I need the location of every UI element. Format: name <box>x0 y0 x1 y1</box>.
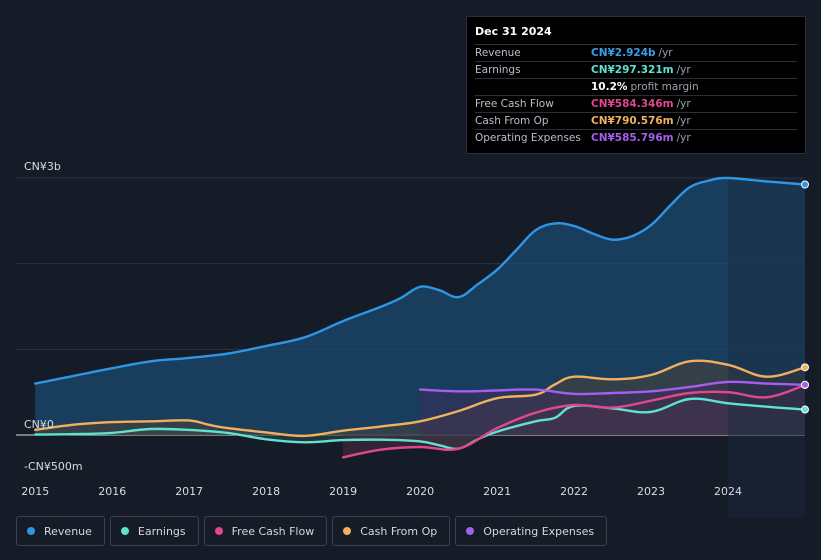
legend: Revenue Earnings Free Cash Flow Cash From O… <box>16 516 608 546</box>
y-tick-labels: CN¥3b CN¥0 -CN¥500m <box>24 160 83 473</box>
legend-item-free-cash-flow[interactable]: Free Cash Flow <box>203 516 328 546</box>
tooltip-label: Revenue <box>475 47 521 59</box>
tooltip-row-profit-margin: 10.2% profit margin <box>475 79 797 96</box>
legend-label: Earnings <box>137 524 186 538</box>
series-line-operating-expenses <box>418 380 807 396</box>
legend-dot-icon <box>120 527 129 535</box>
x-tick-label: 2023 <box>637 485 665 498</box>
fill-layer <box>35 177 805 458</box>
tooltip-unit: /yr <box>676 98 691 110</box>
tooltip-unit: /yr <box>676 64 691 76</box>
y-tick-label: CN¥3b <box>24 160 61 173</box>
tooltip-value: CN¥585.796m <box>591 132 674 144</box>
x-tick-label: 2016 <box>98 485 126 498</box>
tooltip-row-earnings: Earnings CN¥297.321m/yr <box>475 62 797 79</box>
y-tick-label: -CN¥500m <box>24 460 83 473</box>
tooltip-value: 10.2% <box>591 81 628 93</box>
y-tick-label: CN¥0 <box>24 418 54 431</box>
series-line-free-cash-flow <box>341 383 807 459</box>
series-end-point-revenue <box>801 180 809 189</box>
tooltip-unit: /yr <box>676 115 691 127</box>
series-line-cash-from-op <box>34 359 807 438</box>
x-tick-label: 2018 <box>252 485 280 498</box>
x-tick-label: 2021 <box>483 485 511 498</box>
tooltip-unit: /yr <box>676 132 691 144</box>
tooltip-row-revenue: Revenue CN¥2.924b/yr <box>475 45 797 62</box>
legend-label: Revenue <box>44 524 92 538</box>
legend-item-cash-from-op[interactable]: Cash From Op <box>332 516 451 546</box>
legend-dot-icon <box>214 527 223 535</box>
tooltip-label: Operating Expenses <box>475 132 581 144</box>
tooltip-label <box>475 79 591 95</box>
tooltip-row-cash-from-op: Cash From Op CN¥790.576m/yr <box>475 113 797 130</box>
tooltip-label: Free Cash Flow <box>475 98 554 110</box>
tooltip-label: Cash From Op <box>475 115 549 127</box>
legend-item-revenue[interactable]: Revenue <box>16 516 105 546</box>
legend-dot-icon <box>466 527 475 535</box>
legend-dot-icon <box>343 527 352 535</box>
legend-label: Operating Expenses <box>483 524 595 538</box>
tooltip-unit: /yr <box>658 47 673 59</box>
tooltip-row-operating-expenses: Operating Expenses CN¥585.796m/yr <box>475 130 797 147</box>
tooltip-rows: Revenue CN¥2.924b/yr Earnings CN¥297.321m/y… <box>475 45 797 147</box>
x-tick-label: 2020 <box>406 485 434 498</box>
line-layer <box>34 176 807 459</box>
x-tick-label: 2015 <box>21 485 49 498</box>
series-end-point-cash-from-op <box>801 363 809 372</box>
end-dot-layer <box>801 180 809 414</box>
tooltip-value: CN¥790.576m <box>591 115 674 127</box>
tooltip-unit: profit margin <box>630 81 699 93</box>
tooltip-panel: Dec 31 2024 Revenue CN¥2.924b/yr Earnings C… <box>466 16 806 154</box>
legend-item-operating-expenses[interactable]: Operating Expenses <box>455 516 608 546</box>
series-line-earnings <box>34 397 807 451</box>
x-tick-labels: 2015 2016 2017 2018 2019 2020 2021 2022 2023 2024 <box>21 485 742 498</box>
legend-label: Cash From Op <box>360 524 438 538</box>
legend-item-earnings[interactable]: Earnings <box>109 516 199 546</box>
x-tick-label: 2017 <box>175 485 203 498</box>
series-end-point-operating-expenses <box>801 380 809 389</box>
legend-dot-icon <box>27 527 35 535</box>
tooltip-row-free-cash-flow: Free Cash Flow CN¥584.346m/yr <box>475 96 797 113</box>
x-tick-label: 2022 <box>560 485 588 498</box>
series-area-revenue <box>35 177 805 435</box>
tooltip-date: Dec 31 2024 <box>475 25 797 45</box>
x-tick-label: 2024 <box>714 485 742 498</box>
tooltip-value: CN¥297.321m <box>591 64 674 76</box>
tooltip-value: CN¥584.346m <box>591 98 674 110</box>
series-line-revenue <box>34 176 807 385</box>
forecast-highlight-band <box>728 178 805 518</box>
x-tick-label: 2019 <box>329 485 357 498</box>
series-end-point-earnings <box>801 405 809 414</box>
tooltip-label: Earnings <box>475 64 521 76</box>
legend-label: Free Cash Flow <box>231 524 315 538</box>
tooltip-value: CN¥2.924b <box>591 47 656 59</box>
